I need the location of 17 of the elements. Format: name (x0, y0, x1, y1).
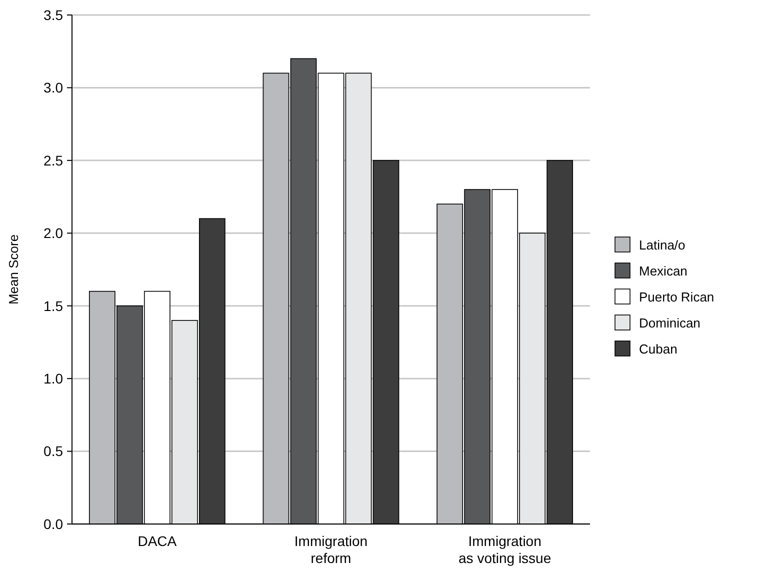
y-tick-label: 3.0 (44, 80, 64, 96)
x-tick-label: Immigration as voting issue (458, 533, 552, 566)
y-tick-label: 0.0 (44, 516, 64, 532)
y-tick-label: 1.5 (44, 298, 64, 314)
legend-label: Latina/o (639, 238, 686, 253)
legend-label: Puerto Rican (639, 290, 714, 305)
y-tick-label: 1.0 (44, 370, 64, 386)
y-axis-title: Mean Score (6, 234, 21, 305)
y-tick-label: 3.5 (44, 6, 64, 23)
legend-label: Mexican (639, 264, 688, 279)
y-tick-label: 0.5 (44, 443, 64, 460)
y-tick-label: 2.0 (44, 225, 64, 242)
legend-label: Cuban (639, 342, 678, 357)
y-tick-label: 2.5 (44, 152, 64, 168)
x-tick-label: DACA (138, 533, 178, 549)
x-tick-label: Immigration reform (294, 533, 368, 566)
legend-label: Dominican (639, 316, 700, 331)
